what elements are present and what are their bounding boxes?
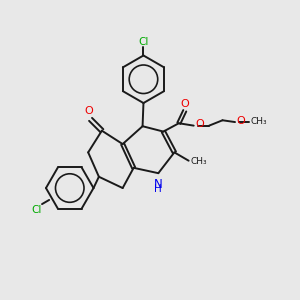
Text: O: O [85, 106, 93, 116]
Text: Cl: Cl [138, 37, 148, 46]
Text: O: O [236, 116, 245, 126]
Text: Cl: Cl [31, 205, 41, 215]
Text: CH₃: CH₃ [251, 117, 267, 126]
Text: O: O [195, 119, 204, 129]
Text: O: O [180, 99, 189, 109]
Text: H: H [154, 184, 162, 194]
Text: N: N [154, 178, 163, 190]
Text: CH₃: CH₃ [190, 157, 207, 166]
